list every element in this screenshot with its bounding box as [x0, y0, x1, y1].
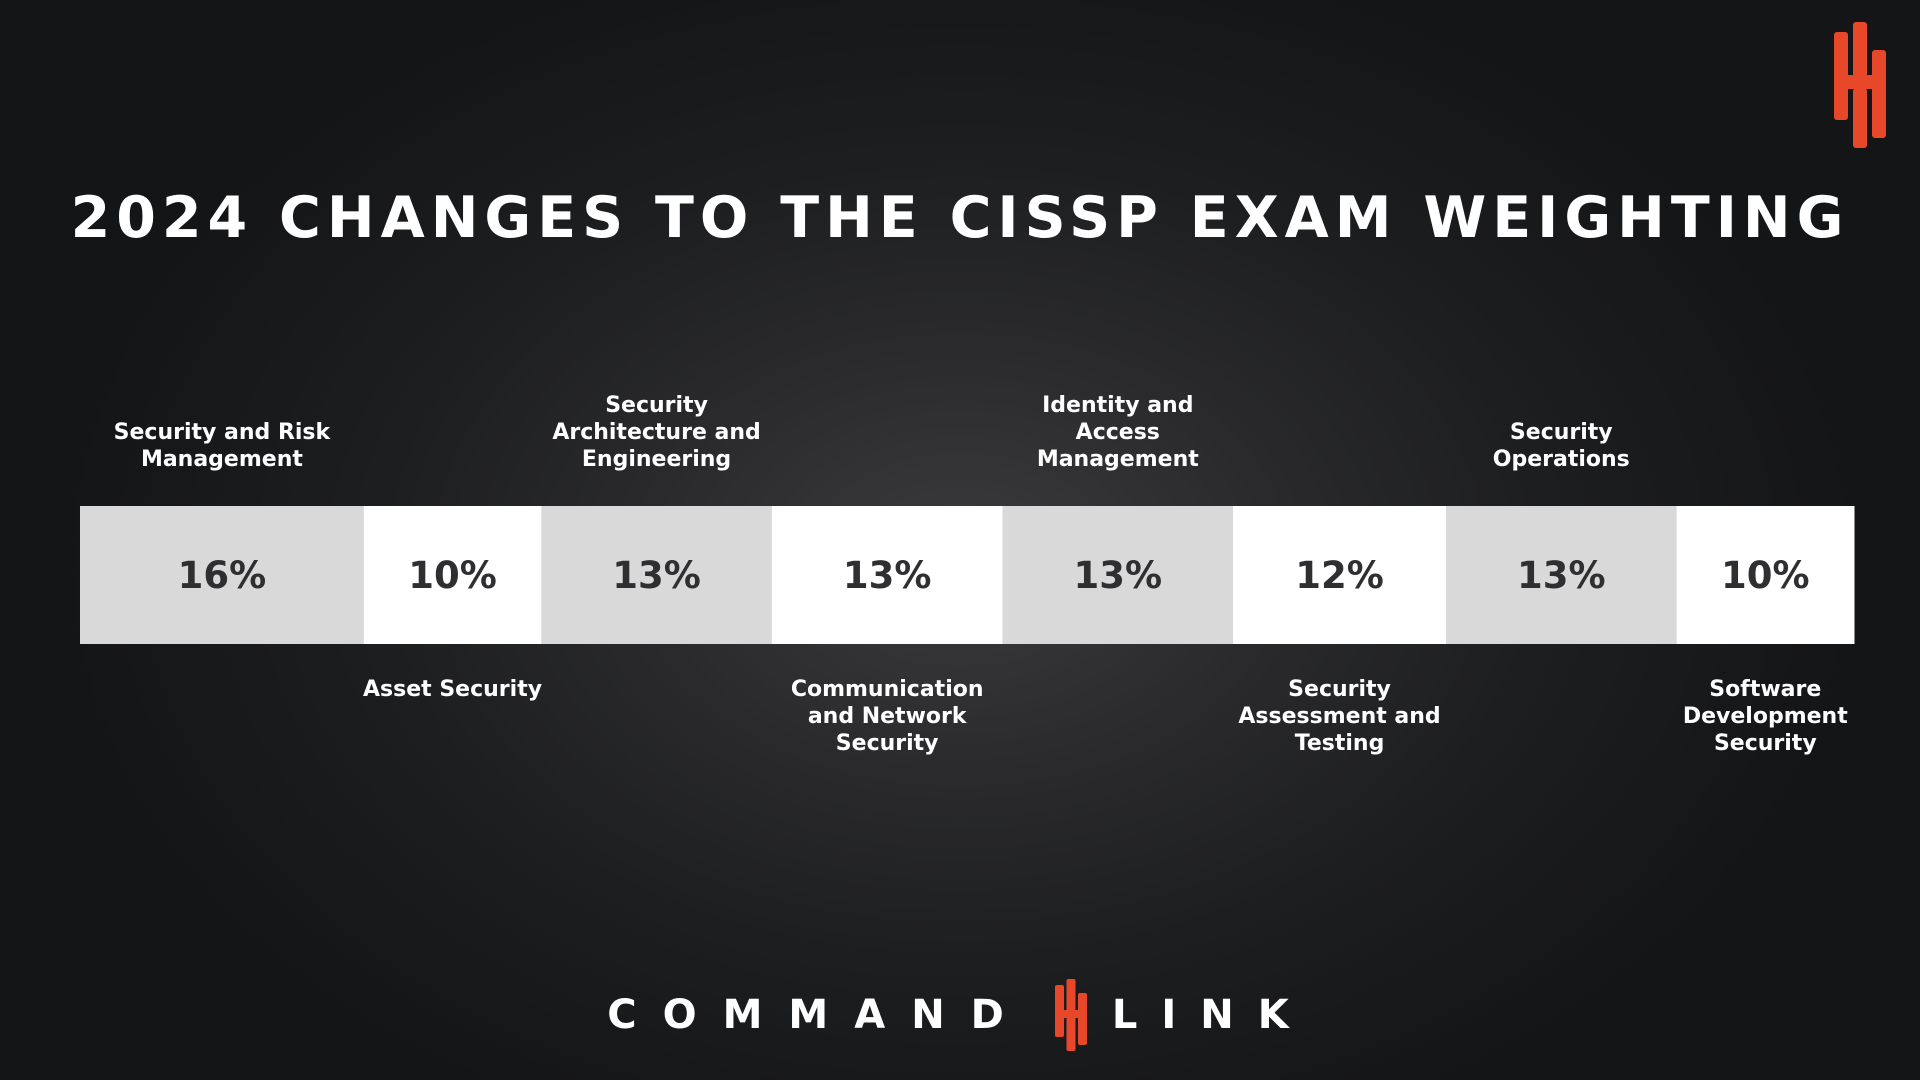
footer-brand: COMMAND LINK	[0, 970, 1920, 1060]
value-label-identity-and-access-management: 13%	[1074, 554, 1163, 597]
bar-segment-identity-and-access-management	[1002, 506, 1234, 644]
category-label-communication-and-network-security: Communication and Network Security	[791, 677, 984, 756]
category-label-identity-and-access-management: Identity and Access Management	[1037, 393, 1199, 472]
bar-segment-security-operations	[1445, 506, 1678, 644]
bar-segment-communication-and-network-security	[771, 506, 1003, 644]
value-label-security-assessment-and-testing: 12%	[1295, 554, 1384, 597]
chart-title: 2024 CHANGES TO THE CISSP EXAM WEIGHTING	[70, 185, 1850, 251]
bar-segment-software-development-security	[1676, 506, 1855, 644]
commandlink-logo-icon	[1834, 22, 1886, 148]
bar-segment-asset-security	[363, 506, 542, 644]
bar-segment-security-architecture-and-engineering	[541, 506, 773, 644]
category-label-security-and-risk-management: Security and Risk Management	[114, 420, 332, 472]
value-label-security-and-risk-management: 16%	[178, 554, 267, 597]
value-label-security-architecture-and-engineering: 13%	[612, 554, 701, 597]
value-label-communication-and-network-security: 13%	[843, 554, 932, 597]
category-label-security-architecture-and-engineering: Security Architecture and Engineering	[552, 393, 760, 472]
bar-segment-security-assessment-and-testing	[1233, 506, 1447, 644]
value-label-security-operations: 13%	[1517, 554, 1606, 597]
category-label-security-operations: Security Operations	[1493, 420, 1630, 472]
category-label-security-assessment-and-testing: Security Assessment and Testing	[1238, 677, 1440, 756]
commandlink-brand-icon	[1054, 979, 1087, 1051]
brand-word-command: COMMAND	[607, 992, 1030, 1038]
category-label-software-development-security: Software Development Security	[1683, 677, 1848, 756]
value-label-software-development-security: 10%	[1721, 554, 1810, 597]
value-label-asset-security: 10%	[408, 554, 497, 597]
brand-word-link: LINK	[1111, 992, 1313, 1038]
bar-segment-security-and-risk-management	[80, 506, 365, 644]
category-label-asset-security: Asset Security	[363, 677, 542, 702]
